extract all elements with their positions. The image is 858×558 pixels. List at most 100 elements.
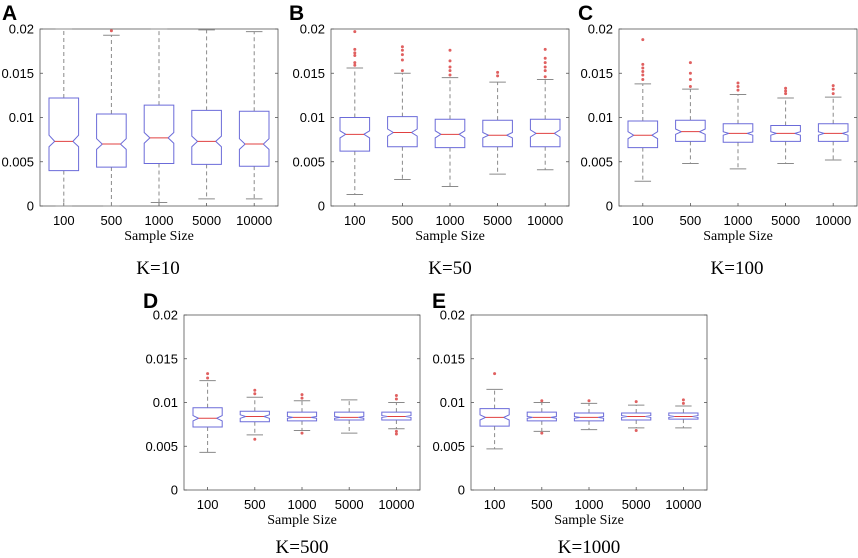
outlier-point <box>641 66 645 70</box>
notched-box <box>573 412 605 422</box>
outlier-point <box>394 397 398 401</box>
y-tick-label: 0.015 <box>1 66 34 81</box>
x-tick-label: 1000 <box>724 213 753 228</box>
x-tick-label: 100 <box>632 213 654 228</box>
outlier-point <box>400 58 404 62</box>
panel-letter: D <box>143 290 159 313</box>
outlier-point <box>496 70 500 74</box>
boxplot-chart: 0 0.005 0.01 0.015 0.02 100 500 1000 5000 10000 Sa… <box>1 22 279 244</box>
x-tick-label: 5000 <box>483 213 512 228</box>
x-tick-label: 1000 <box>575 497 604 512</box>
outlier-point <box>353 47 357 51</box>
x-tick-label: 1000 <box>436 213 465 228</box>
outlier-point <box>448 59 452 63</box>
outlier-point <box>253 388 257 392</box>
outlier-point <box>206 372 210 376</box>
notched-box <box>239 410 270 423</box>
plot-frame <box>618 28 858 207</box>
k-label: K=50 <box>428 258 472 279</box>
boxplot-chart: 0 0.005 0.01 0.015 0.02 100 500 1000 5000 10000 Sa… <box>145 308 421 528</box>
outlier-point <box>493 372 497 376</box>
notched-box <box>286 411 318 422</box>
x-tick-label: 500 <box>392 213 414 228</box>
y-tick-label: 0.02 <box>300 22 325 37</box>
outlier-point <box>400 69 404 73</box>
notched-box <box>627 120 659 149</box>
outlier-point <box>253 392 257 396</box>
outlier-point <box>784 89 788 93</box>
notched-box <box>675 119 706 142</box>
y-tick-label: 0.02 <box>153 308 178 323</box>
x-tick-label: 1000 <box>145 213 174 228</box>
x-tick-label: 500 <box>531 497 553 512</box>
y-tick-label: 0.005 <box>292 154 325 169</box>
outlier-point <box>736 81 740 85</box>
outlier-point <box>109 29 113 33</box>
notched-box <box>479 408 510 427</box>
x-tick-label: 10000 <box>527 213 563 228</box>
boxplot-chart: 0 0.005 0.01 0.015 0.02 100 500 1000 5000 10000 Sa… <box>292 22 570 244</box>
x-tick-label: 10000 <box>665 497 701 512</box>
outlier-point <box>641 38 645 42</box>
plot-frame <box>470 314 708 491</box>
notched-box <box>482 119 513 148</box>
notched-box <box>668 412 699 420</box>
y-tick-label: 0.02 <box>440 308 465 323</box>
x-tick-label: 10000 <box>378 497 414 512</box>
y-tick-label: 0.01 <box>153 395 178 410</box>
outlier-point <box>681 398 685 402</box>
outlier-point <box>641 62 645 66</box>
panel-letter: C <box>578 2 594 25</box>
outlier-point <box>540 431 544 435</box>
x-tick-label: 100 <box>53 213 75 228</box>
outlier-point <box>448 73 452 77</box>
x-tick-label: 1000 <box>288 497 317 512</box>
outlier-point <box>540 399 544 403</box>
x-tick-label: 500 <box>680 213 702 228</box>
x-axis-label: Sample Size <box>415 229 485 244</box>
y-tick-label: 0 <box>171 483 178 498</box>
outlier-point <box>448 65 452 69</box>
notched-box <box>817 123 849 142</box>
outlier-point <box>641 77 645 81</box>
outlier-point <box>400 48 404 52</box>
notched-box <box>722 123 754 143</box>
outlier-point <box>641 73 645 77</box>
outlier-point <box>353 51 357 55</box>
x-tick-label: 5000 <box>335 497 364 512</box>
y-tick-label: 0.015 <box>292 66 325 81</box>
notched-box <box>387 116 418 148</box>
outlier-point <box>400 45 404 49</box>
outlier-point <box>736 85 740 89</box>
notched-box <box>526 411 557 422</box>
notched-box <box>238 110 270 167</box>
outlier-point <box>543 56 547 60</box>
panel-letter: B <box>289 2 305 25</box>
outlier-point <box>448 48 452 52</box>
outlier-point <box>634 429 638 432</box>
outlier-point <box>206 376 210 380</box>
panel-letter: E <box>432 290 447 313</box>
outlier-point <box>353 30 357 34</box>
x-axis-label: Sample Size <box>267 513 337 528</box>
outlier-point <box>448 69 452 73</box>
y-tick-label: 0 <box>606 199 613 214</box>
outlier-point <box>784 86 788 90</box>
outlier-point <box>688 61 692 65</box>
y-tick-label: 0 <box>458 483 465 498</box>
notched-box <box>192 407 223 428</box>
outlier-point <box>688 77 692 81</box>
outlier-point <box>634 400 638 404</box>
y-tick-label: 0.02 <box>588 22 613 37</box>
k-label: K=100 <box>710 258 764 279</box>
y-tick-label: 0.015 <box>145 351 178 366</box>
y-tick-label: 0 <box>27 199 34 214</box>
panel-letter: A <box>2 2 18 25</box>
outlier-point <box>300 393 304 397</box>
outlier-point <box>736 88 740 92</box>
k-label: K=10 <box>136 258 180 279</box>
x-tick-label: 10000 <box>815 213 851 228</box>
y-tick-label: 0.015 <box>432 351 465 366</box>
y-tick-label: 0.005 <box>580 154 613 169</box>
y-tick-label: 0.005 <box>145 439 178 454</box>
